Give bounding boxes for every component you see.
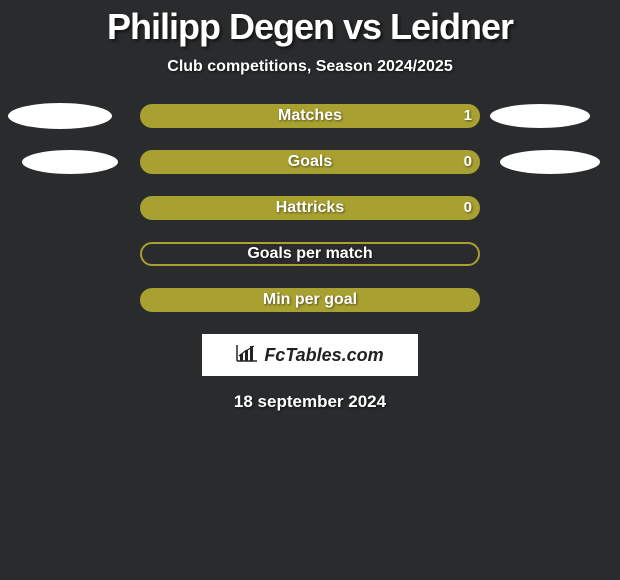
stat-bar-track <box>140 150 480 174</box>
stat-bar-track <box>140 242 480 266</box>
subtitle: Club competitions, Season 2024/2025 <box>0 58 620 76</box>
stat-bar-track <box>140 196 480 220</box>
player-right-marker <box>490 104 590 128</box>
page-title: Philipp Degen vs Leidner <box>0 0 620 48</box>
brand-box: FcTables.com <box>202 334 418 376</box>
stat-bar-track <box>140 288 480 312</box>
stat-value-right: 0 <box>464 196 472 220</box>
stat-row: Hattricks0 <box>0 196 620 220</box>
stat-value-right: 1 <box>464 104 472 128</box>
stat-row: Goals0 <box>0 150 620 174</box>
brand-text: FcTables.com <box>236 344 383 367</box>
comparison-chart: Matches1 Goals0 Hattricks0 Goals per match M… <box>0 104 620 312</box>
stat-row: Goals per match <box>0 242 620 266</box>
date-text: 18 september 2024 <box>0 392 620 412</box>
player-right-marker <box>500 150 600 174</box>
player-left-marker <box>8 103 112 129</box>
stat-bar-track <box>140 104 480 128</box>
brand-label: FcTables.com <box>264 345 383 366</box>
stat-value-right: 0 <box>464 150 472 174</box>
stat-bar-fill-right <box>142 290 478 310</box>
bar-chart-icon <box>236 344 258 367</box>
stat-bar-fill-right <box>142 106 478 126</box>
player-left-marker <box>22 150 118 174</box>
stat-row: Min per goal <box>0 288 620 312</box>
stat-row: Matches1 <box>0 104 620 128</box>
stat-bar-fill-right <box>142 152 478 172</box>
stat-bar-fill-right <box>142 198 478 218</box>
